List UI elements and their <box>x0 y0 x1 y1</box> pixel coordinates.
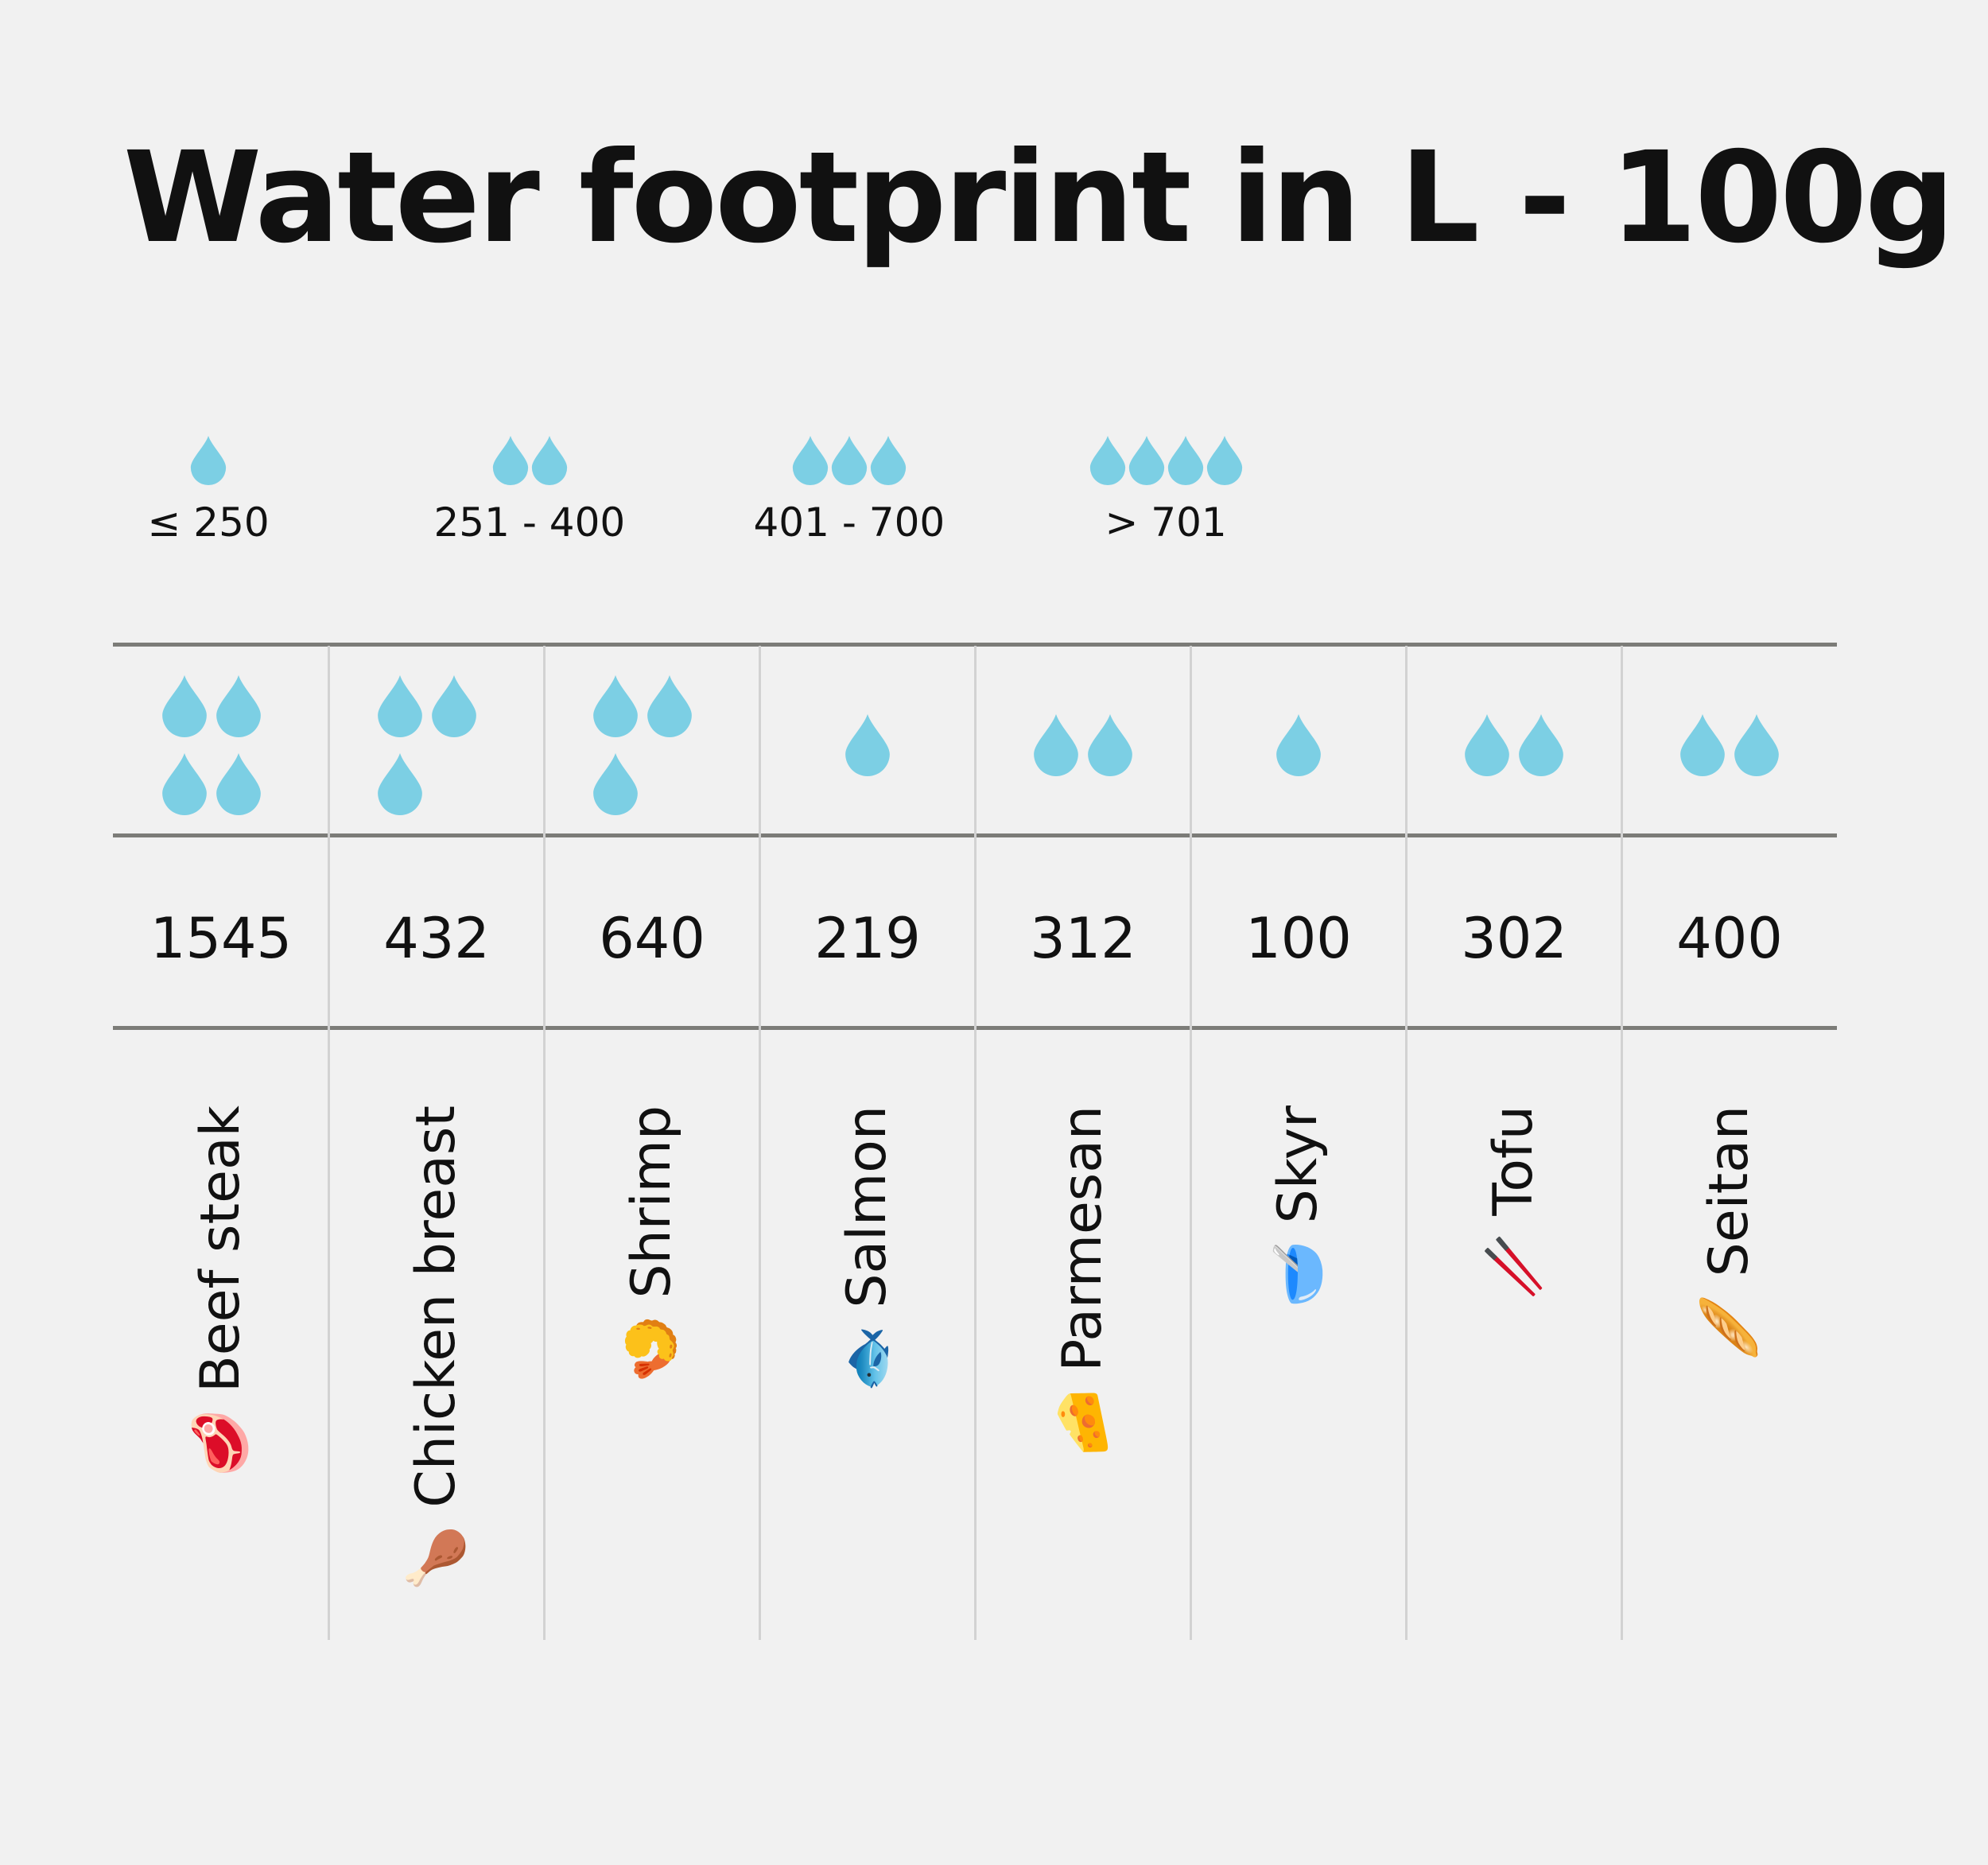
legend-drops <box>1089 436 1243 485</box>
food-label: 🥣 Skyr <box>1267 1105 1330 1308</box>
food-icon: 🧀 <box>1051 1371 1114 1456</box>
water-drop-icon <box>531 436 567 485</box>
food-label: 🍗 Chicken breast <box>405 1105 468 1592</box>
food-label: 🧀 Parmesan <box>1051 1105 1115 1456</box>
food-icon: 🥩 <box>189 1392 252 1478</box>
water-value: 219 <box>814 906 921 971</box>
legend-label: 251 - 400 <box>433 499 626 546</box>
water-drop-icon <box>1088 714 1132 776</box>
footprint-level <box>161 670 281 821</box>
food-cell: 🥣 Skyr <box>1190 1105 1407 1630</box>
water-drop-icon <box>378 753 422 815</box>
food-label: 🥖 Seitan <box>1698 1105 1761 1362</box>
legend-drops <box>792 436 907 485</box>
food-icon: 🍤 <box>620 1298 683 1383</box>
food-label: 🥢 Tofu <box>1482 1105 1546 1300</box>
water-drop-icon <box>432 675 476 737</box>
water-value: 432 <box>383 906 490 971</box>
water-drop-icon <box>1734 714 1779 776</box>
food-icon: 🍗 <box>405 1507 468 1592</box>
legend-label: 401 - 700 <box>753 499 945 546</box>
water-drop-icon <box>492 436 528 485</box>
food-cell: 🥢 Tofu <box>1406 1105 1622 1630</box>
legend-drops <box>492 436 568 485</box>
water-drop-icon <box>1206 436 1242 485</box>
water-drop-icon <box>1034 714 1078 776</box>
food-cell: 🍗 Chicken breast <box>328 1105 545 1630</box>
row-divider <box>113 643 1837 647</box>
column-divider <box>328 646 330 1640</box>
water-value: 640 <box>599 906 705 971</box>
water-drop-icon <box>845 714 890 776</box>
column-divider <box>759 646 761 1640</box>
water-drop-icon <box>1680 714 1725 776</box>
water-value: 400 <box>1676 906 1783 971</box>
water-drop-icon <box>1128 436 1164 485</box>
water-drop-icon <box>216 753 261 815</box>
water-drop-icon <box>1519 714 1563 776</box>
water-drop-icon <box>792 436 829 485</box>
water-drop-icon <box>593 753 638 815</box>
food-icon: 🐟 <box>836 1307 899 1393</box>
food-cell: 🧀 Parmesan <box>975 1105 1191 1630</box>
food-cell: 🐟 Salmon <box>759 1105 976 1630</box>
water-drop-icon <box>216 675 261 737</box>
food-name: Parmesan <box>1051 1105 1114 1372</box>
footprint-level <box>975 670 1191 821</box>
legend-drops <box>190 436 227 485</box>
column-divider <box>1621 646 1623 1640</box>
food-name: Shrimp <box>620 1105 683 1299</box>
water-drop-icon <box>831 436 868 485</box>
food-name: Salmon <box>836 1105 899 1308</box>
water-drop-icon <box>870 436 907 485</box>
water-value: 1545 <box>149 906 293 971</box>
footprint-level <box>759 670 976 821</box>
water-drop-icon <box>190 436 227 485</box>
water-drop-icon <box>1276 714 1321 776</box>
food-name: Tofu <box>1482 1105 1545 1216</box>
legend-label: ≤ 250 <box>147 499 270 546</box>
water-drop-icon <box>162 753 207 815</box>
column-divider <box>1190 646 1192 1640</box>
water-value: 302 <box>1461 906 1567 971</box>
column-divider <box>974 646 977 1640</box>
food-cell: 🍤 Shrimp <box>544 1105 760 1630</box>
water-value: 100 <box>1245 906 1352 971</box>
water-drop-icon <box>1167 436 1203 485</box>
footprint-level <box>592 670 712 821</box>
water-drop-icon <box>378 675 422 737</box>
water-drop-icon <box>647 675 692 737</box>
food-name: Seitan <box>1698 1105 1761 1277</box>
chart-title: Water footprint in L - 100g <box>123 125 1955 271</box>
food-icon: 🥖 <box>1698 1276 1761 1362</box>
column-divider <box>543 646 546 1640</box>
footprint-level <box>377 670 496 821</box>
footprint-level <box>1190 670 1407 821</box>
food-name: Chicken breast <box>405 1105 468 1508</box>
column-divider <box>1405 646 1408 1640</box>
water-drop-icon <box>593 675 638 737</box>
food-label: 🍤 Shrimp <box>620 1105 684 1383</box>
water-value: 312 <box>1030 906 1136 971</box>
water-drop-icon <box>1089 436 1125 485</box>
water-drop-icon <box>162 675 207 737</box>
food-icon: 🥣 <box>1267 1223 1330 1308</box>
food-label: 🥩 Beef steak <box>189 1105 253 1477</box>
food-icon: 🥢 <box>1482 1215 1545 1300</box>
food-name: Skyr <box>1267 1105 1330 1224</box>
food-label: 🐟 Salmon <box>836 1105 899 1393</box>
footprint-level <box>1621 670 1838 821</box>
footprint-level <box>1406 670 1622 821</box>
legend-label: > 701 <box>1105 499 1227 546</box>
food-cell: 🥖 Seitan <box>1621 1105 1838 1630</box>
food-cell: 🥩 Beef steak <box>113 1105 329 1630</box>
water-drop-icon <box>1465 714 1509 776</box>
food-name: Beef steak <box>189 1105 252 1393</box>
